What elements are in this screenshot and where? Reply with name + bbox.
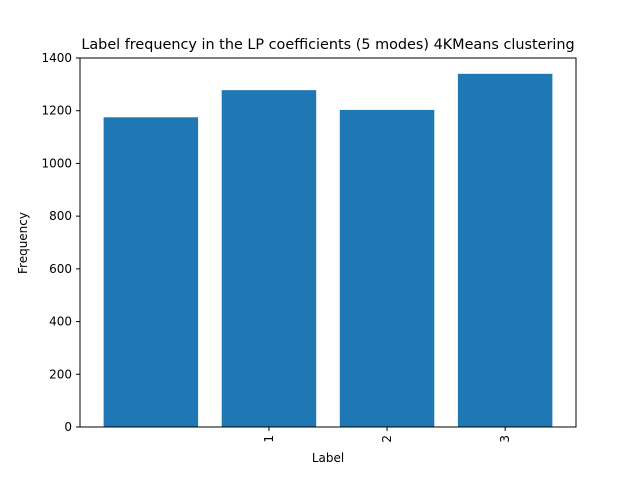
chart-title: Label frequency in the LP coefficients (… <box>81 37 574 53</box>
y-tick-label: 1200 <box>41 104 72 118</box>
y-axis-label: Frequency <box>16 212 30 274</box>
y-tick-label: 0 <box>64 420 72 434</box>
bar-label-3 <box>457 73 553 428</box>
y-tick-label: 200 <box>49 367 72 381</box>
x-tick-label: 2 <box>380 435 394 443</box>
plot-frame <box>79 57 577 428</box>
x-tick-label: 3 <box>498 435 512 443</box>
x-axis-ticks: 1 2 3 <box>262 427 512 443</box>
y-tick-label: 400 <box>49 315 72 329</box>
bar-label-1 <box>221 90 317 428</box>
y-tick-label: 1400 <box>41 51 72 65</box>
x-tick-label: 1 <box>262 435 276 443</box>
y-axis-ticks: 0 200 400 600 800 1000 1200 1400 <box>41 51 80 434</box>
x-axis-label: Label <box>312 451 344 465</box>
bar-label-0 <box>103 117 199 427</box>
bars-group <box>103 73 553 428</box>
bar-label-2 <box>339 109 435 427</box>
y-tick-label: 800 <box>49 209 72 223</box>
y-tick-label: 1000 <box>41 156 72 170</box>
y-tick-label: 600 <box>49 262 72 276</box>
